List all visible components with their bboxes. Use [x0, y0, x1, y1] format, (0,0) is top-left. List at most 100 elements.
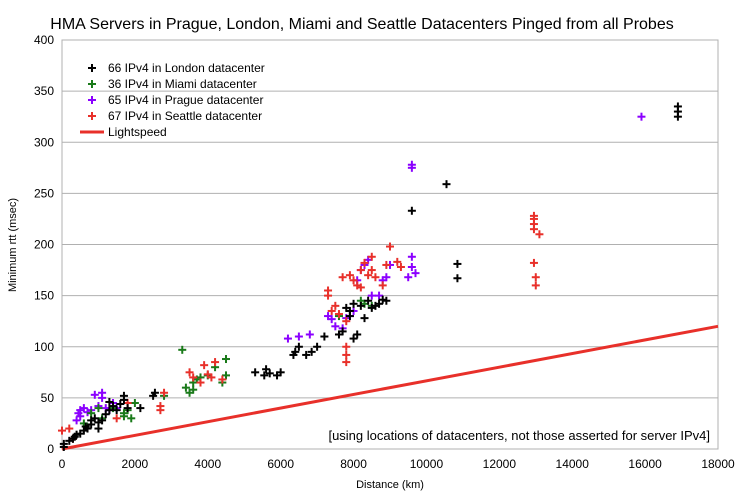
data-point — [98, 416, 107, 425]
data-point — [136, 404, 145, 413]
data-point — [442, 180, 451, 189]
data-point — [276, 368, 285, 377]
data-point — [65, 424, 74, 433]
data-point — [251, 368, 260, 377]
data-point — [375, 299, 384, 308]
data-point — [673, 112, 682, 121]
data-point — [382, 260, 391, 269]
data-point — [324, 286, 333, 295]
data-point — [294, 342, 303, 351]
data-point — [404, 273, 413, 282]
data-point — [58, 426, 66, 435]
data-point — [160, 388, 169, 397]
data-point — [181, 383, 190, 392]
data-point — [130, 398, 139, 407]
data-point — [382, 296, 391, 305]
data-point — [327, 315, 336, 324]
plot-frame — [61, 39, 719, 450]
data-point — [313, 342, 322, 351]
data-point — [218, 375, 227, 384]
data-point — [76, 412, 85, 421]
data-point — [364, 296, 373, 305]
data-point — [302, 350, 311, 359]
data-point — [342, 358, 351, 367]
data-point — [327, 306, 336, 315]
data-point — [94, 404, 103, 413]
legend-marker — [88, 112, 96, 120]
data-point — [529, 258, 538, 267]
legend-marker — [88, 64, 96, 72]
data-point — [407, 206, 416, 215]
y-tick-label: 0 — [47, 442, 54, 456]
data-point — [356, 266, 365, 275]
data-point — [116, 400, 125, 409]
legend-marker — [88, 80, 96, 88]
data-point — [375, 291, 384, 300]
y-tick-label: 350 — [34, 84, 54, 98]
data-point — [453, 274, 462, 283]
data-point — [531, 281, 540, 290]
data-point — [90, 414, 99, 423]
data-point — [222, 371, 230, 380]
legend-label: 65 IPv4 in Prague datacenter — [108, 93, 263, 107]
data-point — [307, 347, 316, 356]
data-point — [356, 301, 365, 310]
data-point — [59, 439, 68, 448]
data-point — [349, 299, 358, 308]
data-point — [119, 391, 128, 400]
data-point — [529, 225, 538, 234]
x-tick-label: 2000 — [122, 457, 149, 471]
legend: 66 IPv4 in London datacenter 36 IPv4 in M… — [80, 61, 265, 139]
data-point — [407, 262, 416, 271]
data-point — [342, 342, 351, 351]
data-point — [338, 327, 347, 336]
data-point — [127, 414, 136, 423]
data-point — [305, 330, 314, 339]
data-point — [411, 269, 420, 278]
y-axis-title: Minimum rtt (msec) — [7, 198, 19, 292]
data-point — [342, 317, 351, 326]
data-point — [345, 271, 354, 280]
data-point — [123, 404, 132, 413]
data-point — [331, 301, 340, 310]
data-point — [345, 312, 354, 321]
data-point — [382, 273, 391, 282]
data-point — [367, 252, 376, 261]
data-point — [331, 322, 340, 331]
data-point — [371, 273, 380, 282]
data-point — [90, 390, 99, 399]
y-tick-label: 100 — [34, 340, 54, 354]
data-point — [196, 378, 205, 387]
lightspeed-series-line — [61, 324, 719, 451]
data-point — [185, 368, 194, 377]
data-point — [396, 262, 405, 271]
y-tick-label: 200 — [34, 238, 54, 252]
data-point — [364, 271, 373, 280]
data-point — [150, 388, 159, 397]
y-tick-label: 150 — [34, 289, 54, 303]
data-point — [531, 273, 540, 282]
data-point — [109, 402, 118, 411]
x-tick-label: 6000 — [267, 457, 294, 471]
data-point — [262, 365, 271, 374]
data-point — [207, 373, 216, 382]
data-point — [156, 406, 165, 415]
y-tick-label: 50 — [41, 391, 55, 405]
data-point — [101, 410, 110, 419]
data-point — [367, 291, 376, 300]
data-point — [407, 163, 416, 172]
x-tick-label: 12000 — [483, 457, 517, 471]
data-point — [320, 332, 329, 341]
legend-label: 36 IPv4 in Miami datacenter — [108, 77, 257, 91]
data-point — [291, 347, 300, 356]
data-point — [294, 332, 303, 341]
data-point — [393, 257, 402, 266]
data-point — [535, 230, 544, 239]
lightspeed-line — [61, 324, 719, 451]
data-point — [265, 369, 274, 378]
data-point — [105, 406, 114, 415]
x-tick-label: 0 — [59, 457, 66, 471]
x-axis-title: Distance (km) — [356, 479, 424, 491]
data-point — [283, 334, 292, 343]
x-tick-label: 18000 — [701, 457, 735, 471]
